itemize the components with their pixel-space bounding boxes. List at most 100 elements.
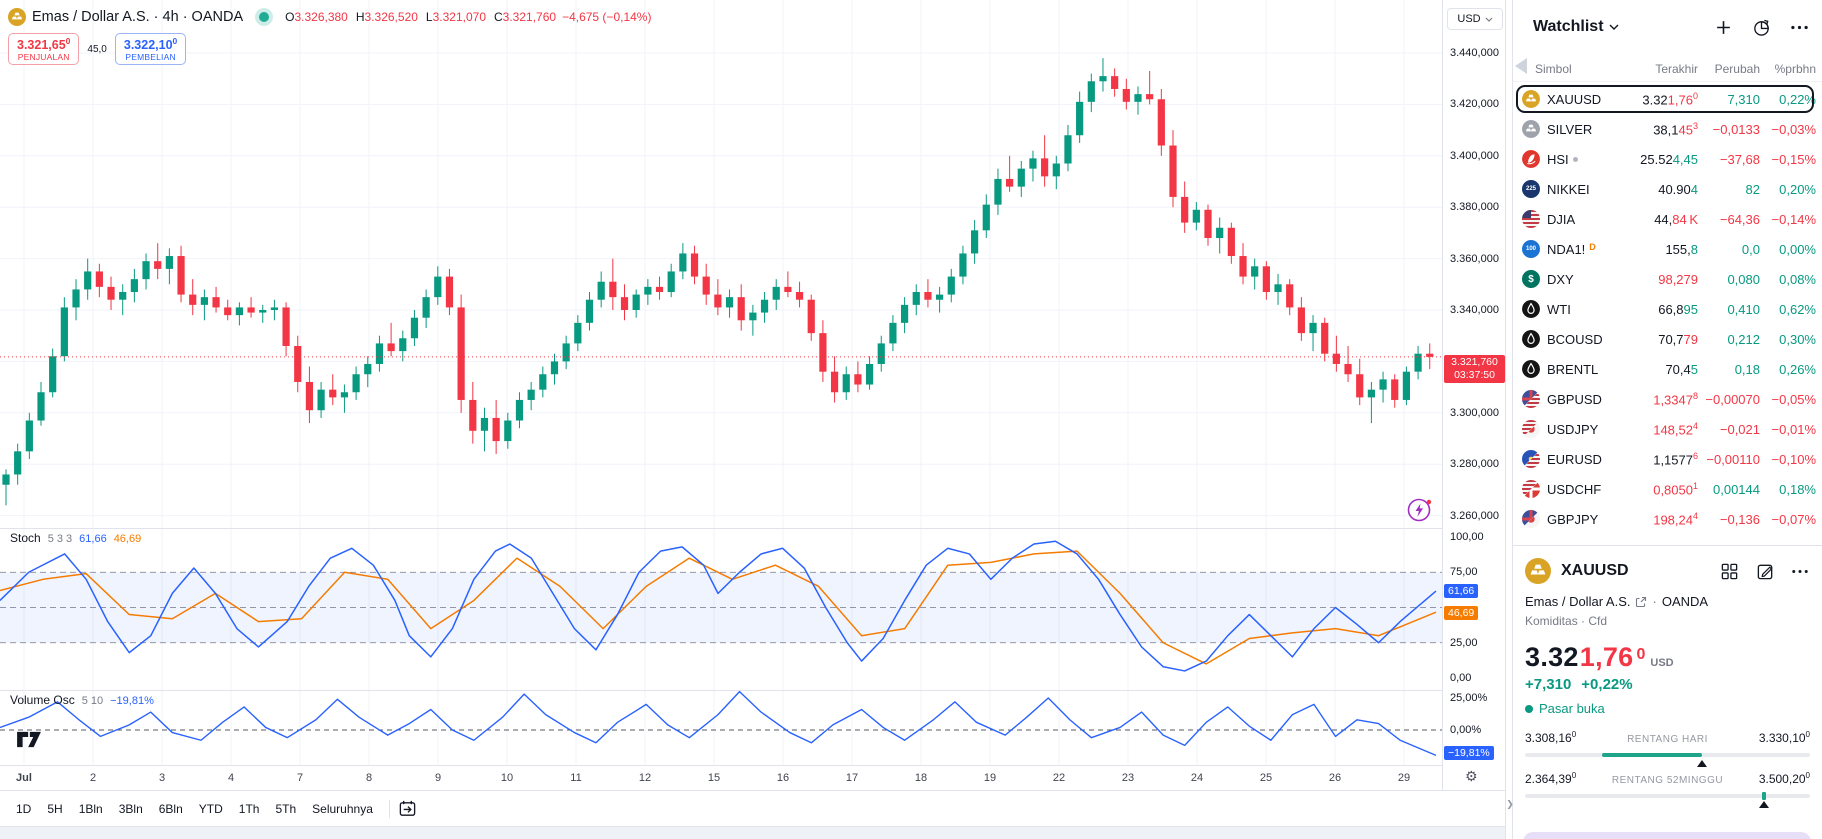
time-axis-label: 24 — [1190, 772, 1204, 784]
watchlist-more-button[interactable] — [1791, 25, 1808, 30]
calendar-icon — [399, 800, 416, 816]
volume-tick: 0,00% — [1450, 724, 1482, 736]
symbol-name: DXY — [1547, 271, 1574, 287]
nikkei225-icon: 225 — [1522, 180, 1540, 198]
time-axis[interactable]: Jul 2 3 4 7 8 9 10 11 12 15 16 17 18 19 22 23 24 25 26 29 — [0, 765, 1442, 790]
last-price: 38,1453 — [1653, 120, 1698, 138]
day-range-low: 3.308,160 — [1525, 730, 1577, 745]
ohlc-l: L3.321,070 — [425, 10, 486, 24]
candlestick-chart[interactable] — [0, 0, 1442, 790]
price-tick: 3.420,000 — [1450, 98, 1499, 111]
volume-osc-title[interactable]: Volume Osc — [10, 693, 75, 707]
change-percent: 0,26% — [1779, 361, 1816, 377]
change-value: −0,136 — [1719, 511, 1760, 527]
sell-button[interactable]: 3.321,650 PENJUALAN — [8, 33, 80, 66]
watchlist-row-brentl[interactable]: BRENTL 70,45 0,18 0,26% — [1513, 354, 1822, 384]
last-price: 66,895 — [1658, 301, 1698, 317]
scale-settings-gear-icon[interactable]: ⚙ — [1465, 768, 1478, 784]
stoch-tick: 75,00 — [1450, 566, 1478, 579]
tradingview-logo-icon[interactable] — [16, 731, 42, 753]
hsi-icon — [1522, 150, 1540, 168]
symbol-title[interactable]: Emas / Dollar A.S. · 4h · OANDA — [32, 9, 244, 25]
week52-range-block: 2.364,390 RENTANG 52MINGGU 3.500,200 — [1513, 757, 1822, 808]
watchlist-row-dxy[interactable]: $ DXY 98,279 0,080 0,08% — [1513, 264, 1822, 294]
watchlist-column-headers[interactable]: Simbol Terakhir Perubah %prbhn — [1513, 56, 1822, 82]
change-value: 7,310 — [1727, 91, 1760, 107]
watchlist-title-dropdown[interactable]: Watchlist — [1533, 18, 1619, 36]
change-percent: −0,03% — [1771, 121, 1816, 137]
watchlist-row-gbpusd[interactable]: GBPUSD 1,33478 −0,00070 −0,05% — [1513, 384, 1822, 414]
price-scale[interactable]: USD 3.440,000 3.420,000 3.400,000 3.380,000… — [1442, 0, 1505, 790]
buy-button[interactable]: 3.322,100 PEMBELIAN — [114, 33, 187, 66]
last-price: 3.321,760 — [1642, 90, 1698, 108]
price-tick: 3.300,000 — [1450, 406, 1499, 419]
range-button-1th[interactable]: 1Th — [238, 801, 260, 816]
detail-symbol-name: XAUUSD — [1561, 562, 1629, 579]
watchlist-row-nda1![interactable]: 100 NDA1! D 155,8 0,0 0,00% — [1513, 234, 1822, 264]
range-button-3bln[interactable]: 3Bln — [118, 801, 143, 816]
change-percent: −0,15% — [1771, 151, 1816, 167]
watchlist-row-gbpjpy[interactable]: GBPJPY 198,244 −0,136 −0,07% — [1513, 504, 1822, 534]
watchlist-row-usdjpy[interactable]: USDJPY 148,524 −0,021 −0,01% — [1513, 414, 1822, 444]
symbol-logo-icon — [8, 8, 26, 26]
symbol-name: EURUSD — [1547, 451, 1602, 467]
change-value: 0,18 — [1734, 361, 1760, 377]
week52-label: RENTANG 52MINGGU — [1611, 775, 1724, 786]
detail-more-button[interactable] — [1792, 569, 1808, 574]
panel-divider[interactable]: ❯ — [1505, 0, 1514, 839]
symbol-detail-panel: XAUUSD Emas / Dollar A.S. · OA — [1513, 545, 1822, 808]
pane-separator[interactable] — [0, 690, 1505, 691]
stoch-title[interactable]: Stoch — [10, 531, 41, 545]
range-button-1d[interactable]: 1D — [16, 801, 32, 816]
change-percent: 0,18% — [1779, 481, 1816, 497]
promo-banner[interactable] — [1523, 832, 1811, 839]
flag-pair-gb-us-icon — [1522, 390, 1540, 408]
detail-description[interactable]: Emas / Dollar A.S. — [1525, 594, 1631, 609]
change-value: −64,36 — [1719, 211, 1760, 227]
price-change: −4,675 (−0,14%) — [562, 10, 652, 24]
edit-note-button[interactable] — [1756, 562, 1775, 581]
time-axis-label: 9 — [434, 772, 442, 784]
watchlist-row-hsi[interactable]: HSI 25.524,45 −37,68 −0,15% — [1513, 144, 1822, 174]
week52-low: 2.364,390 — [1525, 771, 1577, 786]
market-status: Pasar buka — [1513, 693, 1822, 716]
add-symbol-button[interactable] — [1715, 19, 1732, 36]
symbol-name: GBPJPY — [1547, 511, 1599, 527]
goto-date-button[interactable] — [398, 799, 417, 818]
time-axis-label: 17 — [845, 772, 859, 784]
watchlist-row-silver[interactable]: SILVER 38,1453 −0,0133 −0,03% — [1513, 114, 1822, 144]
watchlist-row-nikkei[interactable]: 225 NIKKEI 40.904 82 0,20% — [1513, 174, 1822, 204]
watchlist-row-xauusd[interactable]: XAUUSD 3.321,760 7,310 0,22% — [1513, 84, 1822, 114]
symbol-name: USDJPY — [1547, 421, 1599, 437]
symbol-name: HSI — [1547, 152, 1610, 167]
stoch-params: 5 3 3 — [47, 533, 73, 545]
watchlist-row-wti[interactable]: WTI 66,895 0,410 0,62% — [1513, 294, 1822, 324]
week52-range-marker — [1759, 801, 1770, 808]
nasdaq100-icon: 100 — [1522, 240, 1540, 258]
external-link-icon[interactable] — [1635, 596, 1647, 608]
range-button-ytd[interactable]: YTD — [198, 801, 223, 816]
watchlist-row-usdchf[interactable]: USDCHF 0,80501 0,00144 0,18% — [1513, 474, 1822, 504]
watchlist-row-djia[interactable]: DJIA 44,84 K −64,36 −0,14% — [1513, 204, 1822, 234]
detail-change: +7,310 +0,22% — [1525, 676, 1633, 693]
range-button-6bln[interactable]: 6Bln — [158, 801, 183, 816]
last-price: 98,279 — [1658, 271, 1698, 287]
range-button-5h[interactable]: 5H — [47, 801, 63, 816]
watchlist-row-eurusd[interactable]: EURUSD 1,15776 −0,00110 −0,10% — [1513, 444, 1822, 474]
watchlist-row-bcousd[interactable]: BCOUSD 70,779 0,212 0,30% — [1513, 324, 1822, 354]
range-button-seluruhnya[interactable]: Seluruhnya — [312, 801, 373, 816]
heatmap-pie-button[interactable] — [1752, 18, 1771, 37]
market-status-dot-icon[interactable] — [259, 12, 270, 22]
change-percent: −0,14% — [1771, 211, 1816, 227]
change-percent: 0,08% — [1779, 271, 1816, 287]
time-axis-label: 16 — [776, 772, 790, 784]
change-value: 0,410 — [1727, 301, 1760, 317]
collapse-panel-chevron-icon[interactable]: ❯ — [1506, 798, 1514, 809]
currency-dropdown[interactable]: USD — [1447, 8, 1503, 30]
layout-grid-button[interactable] — [1720, 562, 1739, 581]
range-button-1bln[interactable]: 1Bln — [78, 801, 103, 816]
quick-trade-lightning-icon[interactable] — [1406, 496, 1434, 524]
range-button-5th[interactable]: 5Th — [275, 801, 297, 816]
pane-separator[interactable] — [0, 528, 1505, 529]
detail-instrument-type: Komiditas · Cfd — [1525, 614, 1608, 628]
